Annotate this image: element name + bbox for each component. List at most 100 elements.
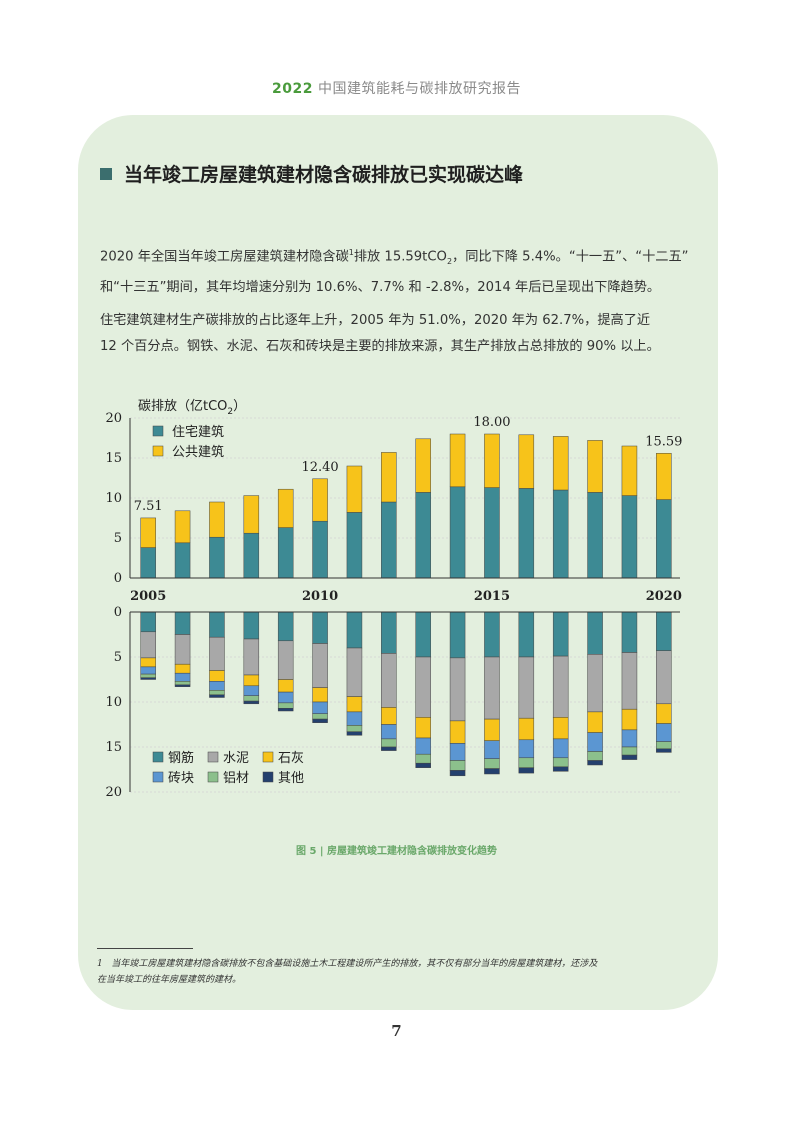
bottom-bar-aluminum bbox=[484, 758, 500, 769]
top-bar-public bbox=[312, 478, 328, 522]
paragraph-2-line-2: 12 个百分点。钢铁、水泥、石灰和砖块是主要的排放来源，其生产排放占总排放的 9… bbox=[100, 339, 660, 354]
x-tick-label: 2015 bbox=[474, 589, 510, 604]
bottom-bar-steel bbox=[140, 611, 156, 633]
top-bar-residential bbox=[277, 527, 294, 579]
bottom-ytick-label: 0 bbox=[114, 605, 122, 620]
bottom-bar-brick bbox=[415, 737, 431, 755]
bottom-ytick-label: 5 bbox=[114, 650, 122, 665]
legend-swatch bbox=[262, 771, 274, 783]
x-tick-label: 2020 bbox=[646, 589, 682, 604]
bottom-bar-lime bbox=[484, 718, 500, 741]
top-bar-public bbox=[174, 510, 191, 544]
bottom-bar-aluminum bbox=[552, 757, 569, 768]
footnote-rule bbox=[97, 948, 193, 949]
bottom-bar-lime bbox=[209, 670, 225, 682]
bottom-bar-brick bbox=[381, 724, 397, 740]
bottom-bar-steel bbox=[621, 611, 638, 653]
bottom-bar-lime bbox=[518, 717, 535, 741]
top-bar-residential bbox=[140, 547, 156, 579]
legend-label: 其他 bbox=[278, 771, 304, 786]
bottom-bar-aluminum bbox=[656, 741, 672, 750]
bottom-bar-cement bbox=[587, 654, 603, 713]
legend-swatch bbox=[152, 751, 164, 763]
p1-b: 排放 15.59tCO bbox=[353, 249, 447, 265]
bottom-bar-cement bbox=[243, 638, 260, 676]
bottom-bar-other bbox=[174, 684, 191, 687]
top-ytick-label: 5 bbox=[114, 531, 122, 546]
bottom-bar-cement bbox=[449, 657, 466, 722]
top-bar-public bbox=[243, 495, 260, 534]
top-ytick-label: 0 bbox=[114, 571, 122, 586]
bottom-bar-brick bbox=[518, 739, 535, 759]
figure-caption: 图 5 | 房屋建筑竣工建材隐含碳排放变化趋势 bbox=[295, 846, 498, 857]
top-bar-residential bbox=[621, 495, 638, 579]
paragraph-1: 2020 年全国当年竣工房屋建筑建材隐含碳1排放 15.59tCO2，同比下降 … bbox=[100, 240, 696, 301]
total-annotation: 15.59 bbox=[645, 434, 682, 449]
bottom-bar-lime bbox=[621, 708, 638, 731]
top-ytick-label: 15 bbox=[105, 451, 122, 466]
bottom-bar-aluminum bbox=[312, 713, 328, 720]
top-bar-residential bbox=[243, 532, 260, 579]
bottom-bar-lime bbox=[346, 696, 363, 713]
paragraph-2: 住宅建筑建材生产碳排放的占比逐年上升，2005 年为 51.0%，2020 年为… bbox=[100, 308, 696, 360]
footnote-text-1: 当年竣工房屋建筑建材隐含碳排放不包含基础设施土木工程建设所产生的排放，其不仅有部… bbox=[111, 959, 598, 969]
top-bar-residential bbox=[449, 486, 466, 579]
top-bar-residential bbox=[209, 536, 225, 579]
bottom-bar-steel bbox=[415, 611, 431, 658]
paragraph-1-line-1: 2020 年全国当年竣工房屋建筑建材隐含碳1排放 15.59tCO2，同比下降 … bbox=[100, 240, 696, 275]
p1-c: ，同比下降 5.4%。“十一五”、“十二五” bbox=[452, 249, 689, 265]
x-tick-label: 2010 bbox=[302, 589, 338, 604]
bottom-bar-lime bbox=[552, 717, 569, 740]
top-bar-public bbox=[449, 433, 466, 488]
bottom-bar-steel bbox=[552, 611, 569, 657]
bottom-bar-aluminum bbox=[209, 690, 225, 696]
bottom-bar-other bbox=[209, 694, 225, 698]
legend-label: 钢筋 bbox=[168, 750, 194, 766]
top-bar-residential bbox=[518, 488, 535, 579]
footnote-ref[interactable]: 1 bbox=[348, 248, 354, 257]
bottom-bar-cement bbox=[346, 647, 363, 697]
top-bar-public bbox=[552, 436, 569, 491]
bottom-bar-cement bbox=[312, 643, 328, 688]
bottom-ytick-label: 10 bbox=[105, 695, 122, 710]
bottom-bar-cement bbox=[484, 656, 500, 720]
bottom-bar-brick bbox=[346, 711, 363, 726]
bottom-ytick-label: 15 bbox=[105, 740, 122, 755]
top-bar-residential bbox=[415, 492, 431, 579]
top-bar-residential bbox=[656, 499, 672, 579]
section-title: 当年竣工房屋建筑建材隐含碳排放已实现碳达峰 bbox=[100, 160, 523, 187]
top-ytick-label: 20 bbox=[105, 411, 122, 426]
bottom-bar-brick bbox=[587, 732, 603, 752]
bottom-bar-aluminum bbox=[518, 757, 535, 768]
page-header: 2022 中国建筑能耗与碳排放研究报告 bbox=[0, 78, 793, 98]
bottom-bar-other bbox=[656, 748, 672, 753]
top-bar-residential bbox=[174, 542, 191, 579]
top-bar-residential bbox=[381, 501, 397, 579]
bottom-bar-lime bbox=[243, 674, 260, 687]
total-annotation: 7.51 bbox=[134, 499, 163, 514]
bottom-bar-other bbox=[518, 767, 535, 774]
top-bar-public bbox=[587, 440, 603, 493]
total-annotation: 18.00 bbox=[473, 415, 510, 430]
top-bar-public bbox=[140, 517, 156, 548]
footnote-text-2: 在当年竣工的往年房屋建筑的建材。 bbox=[97, 975, 242, 985]
bottom-bar-cement bbox=[174, 634, 191, 665]
bottom-bar-steel bbox=[312, 611, 328, 644]
bottom-bar-other bbox=[552, 766, 569, 772]
bottom-bar-aluminum bbox=[174, 681, 191, 686]
bottom-ytick-label: 20 bbox=[105, 785, 122, 800]
bottom-bar-aluminum bbox=[587, 751, 603, 761]
header-year: 2022 bbox=[272, 81, 313, 97]
bottom-bar-steel bbox=[346, 611, 363, 649]
bottom-bar-steel bbox=[449, 611, 466, 659]
bottom-bar-brick bbox=[656, 723, 672, 742]
bottom-bar-cement bbox=[381, 653, 397, 708]
bottom-bar-other bbox=[243, 700, 260, 705]
legend-label: 砖块 bbox=[168, 771, 194, 786]
bottom-bar-other bbox=[449, 770, 466, 777]
legend-swatch bbox=[207, 771, 219, 783]
bottom-bar-brick bbox=[484, 740, 500, 759]
emissions-chart: 05101520碳排放（亿tCO2）7.5112.4018.0015.59200… bbox=[105, 399, 682, 800]
bottom-bar-lime bbox=[140, 657, 156, 668]
bottom-bar-aluminum bbox=[621, 746, 638, 756]
